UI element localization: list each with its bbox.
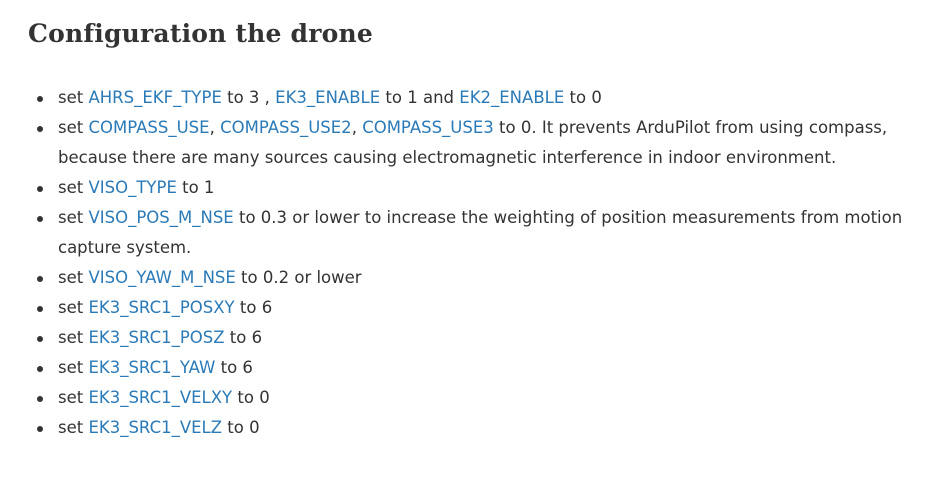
item-text: , bbox=[209, 118, 221, 137]
param-link[interactable]: EK2_ENABLE bbox=[459, 88, 565, 107]
list-item: set VISO_YAW_M_NSE to 0.2 or lower bbox=[36, 263, 916, 293]
param-link[interactable]: COMPASS_USE3 bbox=[362, 118, 494, 137]
item-text: to 0.3 or lower to increase the weightin… bbox=[58, 208, 903, 257]
item-text: set bbox=[58, 418, 89, 437]
param-link[interactable]: EK3_SRC1_POSZ bbox=[88, 328, 225, 347]
param-link[interactable]: EK3_ENABLE bbox=[275, 88, 381, 107]
item-text: , bbox=[351, 118, 363, 137]
list-item: set EK3_SRC1_YAW to 6 bbox=[36, 353, 916, 383]
item-text: set bbox=[58, 178, 89, 197]
param-link[interactable]: COMPASS_USE bbox=[88, 118, 210, 137]
item-text: set bbox=[58, 328, 89, 347]
item-text: to 0. It prevents ArduPilot from using c… bbox=[58, 118, 888, 167]
item-text: to 1 bbox=[176, 178, 215, 197]
parameter-list: set AHRS_EKF_TYPE to 3 , EK3_ENABLE to 1… bbox=[36, 83, 916, 443]
item-text: to 0 bbox=[232, 388, 270, 407]
param-link[interactable]: EK3_SRC1_VELZ bbox=[88, 418, 223, 437]
item-text: to 3 , bbox=[221, 88, 276, 107]
list-item: set EK3_SRC1_VELXY to 0 bbox=[36, 383, 916, 413]
item-text: set bbox=[58, 208, 89, 227]
list-item: set AHRS_EKF_TYPE to 3 , EK3_ENABLE to 1… bbox=[36, 83, 916, 113]
item-text: set bbox=[58, 88, 89, 107]
param-link[interactable]: EK3_SRC1_VELXY bbox=[88, 388, 233, 407]
item-text: to 0.2 or lower bbox=[235, 268, 362, 287]
item-text: set bbox=[58, 388, 89, 407]
item-text: set bbox=[58, 118, 89, 137]
item-text: set bbox=[58, 268, 89, 287]
list-item: set EK3_SRC1_VELZ to 0 bbox=[36, 413, 916, 443]
item-text: to 0 bbox=[564, 88, 602, 107]
list-item: set EK3_SRC1_POSZ to 6 bbox=[36, 323, 916, 353]
param-link[interactable]: AHRS_EKF_TYPE bbox=[88, 88, 222, 107]
param-link[interactable]: VISO_POS_M_NSE bbox=[88, 208, 234, 227]
param-link[interactable]: EK3_SRC1_YAW bbox=[88, 358, 216, 377]
param-link[interactable]: COMPASS_USE2 bbox=[220, 118, 352, 137]
list-item: set VISO_POS_M_NSE to 0.3 or lower to in… bbox=[36, 203, 916, 263]
content-area: Configuration the drone set AHRS_EKF_TYP… bbox=[0, 0, 935, 437]
list-item: set EK3_SRC1_POSXY to 6 bbox=[36, 293, 916, 323]
item-text: set bbox=[58, 358, 89, 377]
list-item: set VISO_TYPE to 1 bbox=[36, 173, 916, 203]
item-text: to 1 and bbox=[380, 88, 460, 107]
item-text: to 6 bbox=[224, 328, 263, 347]
item-text: set bbox=[58, 298, 89, 317]
item-text: to 0 bbox=[222, 418, 260, 437]
list-item: set COMPASS_USE, COMPASS_USE2, COMPASS_U… bbox=[36, 113, 916, 173]
param-link[interactable]: VISO_TYPE bbox=[88, 178, 177, 197]
page-heading: Configuration the drone bbox=[28, 19, 373, 48]
item-text: to 6 bbox=[234, 298, 273, 317]
item-text: to 6 bbox=[215, 358, 253, 377]
param-link[interactable]: EK3_SRC1_POSXY bbox=[88, 298, 235, 317]
param-link[interactable]: VISO_YAW_M_NSE bbox=[88, 268, 236, 287]
